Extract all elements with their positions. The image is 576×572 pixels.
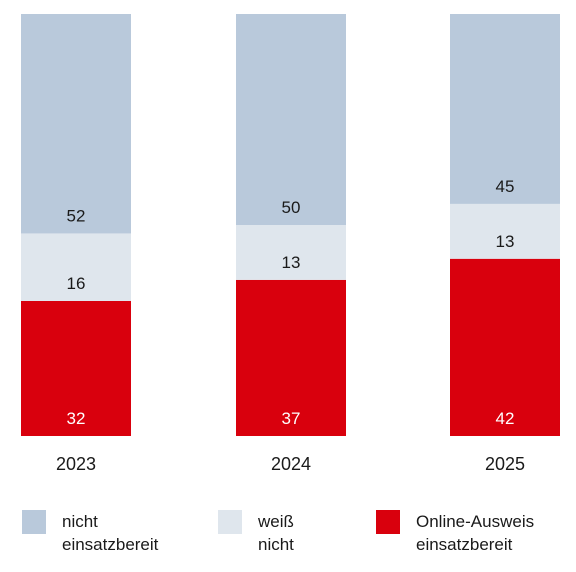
bar-segment-2025-0 bbox=[450, 258, 560, 436]
data-label-2023-0: 32 bbox=[67, 409, 86, 428]
legend-item-0: nicht einsatzbereit bbox=[22, 510, 159, 554]
legend-swatch-0 bbox=[22, 510, 46, 534]
legend-label-1-line-1: nicht bbox=[258, 535, 294, 554]
bar-segment-2025-1 bbox=[450, 203, 560, 259]
data-label-2025-1: 13 bbox=[496, 232, 515, 251]
legend-label-2-line-0: Online-Ausweis bbox=[416, 512, 534, 531]
x-axis-labels: 2023 2024 2025 bbox=[56, 454, 525, 474]
data-label-2025-0: 42 bbox=[496, 409, 515, 428]
bar-segment-2024-2 bbox=[236, 14, 346, 225]
x-tick-label-2025: 2025 bbox=[485, 454, 525, 474]
x-tick-label-2023: 2023 bbox=[56, 454, 96, 474]
data-label-2025-2: 45 bbox=[496, 177, 515, 196]
legend-label-1-line-0: weiß bbox=[257, 512, 294, 531]
bar-segment-2024-1 bbox=[236, 225, 346, 280]
data-label-2023-1: 16 bbox=[67, 274, 86, 293]
bar-segment-2024-0 bbox=[236, 279, 346, 436]
legend-swatch-2 bbox=[376, 510, 400, 534]
data-label-2023-2: 52 bbox=[67, 206, 86, 225]
legend-item-2: Online-Ausweis einsatzbereit bbox=[376, 510, 534, 554]
legend-label-2-line-1: einsatzbereit bbox=[416, 535, 513, 554]
data-label-2024-2: 50 bbox=[282, 198, 301, 217]
legend-label-0-line-1: einsatzbereit bbox=[62, 535, 159, 554]
bars-group: 32 16 52 37 13 50 42 13 45 bbox=[21, 14, 560, 436]
legend: nicht einsatzbereit weiß nicht Online-Auswei… bbox=[22, 510, 534, 554]
x-tick-label-2024: 2024 bbox=[271, 454, 311, 474]
bar-segment-2023-1 bbox=[21, 233, 131, 301]
data-label-2024-1: 13 bbox=[282, 253, 301, 272]
legend-item-1: weiß nicht bbox=[218, 510, 294, 554]
data-label-2024-0: 37 bbox=[282, 409, 301, 428]
legend-swatch-1 bbox=[218, 510, 242, 534]
bar-segment-2023-2 bbox=[21, 14, 131, 234]
bar-segment-2023-0 bbox=[21, 300, 131, 436]
legend-label-0-line-0: nicht bbox=[62, 512, 98, 531]
bar-segment-2025-2 bbox=[450, 14, 560, 204]
